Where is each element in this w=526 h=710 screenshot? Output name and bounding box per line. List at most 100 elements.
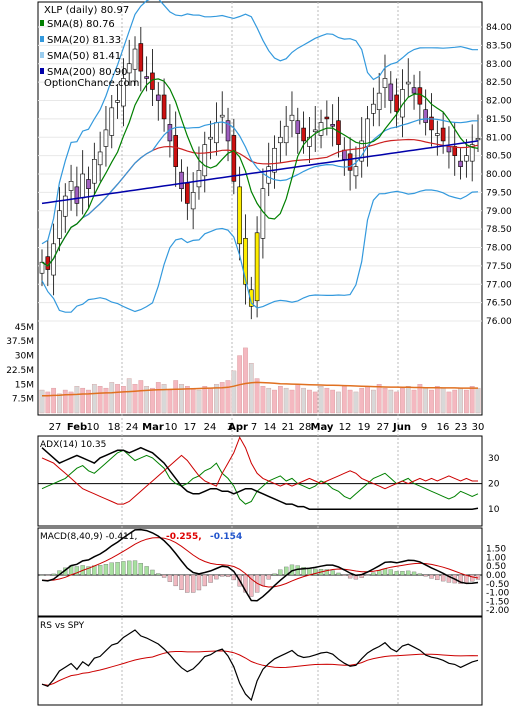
- price-ytick-label: 76.50: [486, 299, 512, 309]
- price-xtick-label: 17: [184, 422, 197, 433]
- price-xtick-label: 21: [282, 422, 295, 433]
- volume-bar: [214, 384, 219, 414]
- macd-ytick-label: -0.50: [486, 580, 510, 590]
- sma20-line: [41, 118, 479, 267]
- candle-body: [353, 166, 359, 177]
- candle-body: [347, 153, 353, 171]
- candle-body: [45, 256, 51, 270]
- macd-histogram-bar: [103, 564, 109, 576]
- volume-bar: [446, 391, 452, 414]
- volume-bar: [469, 386, 475, 414]
- volume-bar: [161, 384, 167, 414]
- candle-body: [225, 120, 231, 142]
- candle-body: [464, 155, 469, 162]
- macd-histogram-bar: [266, 574, 271, 580]
- volume-bar: [371, 389, 376, 414]
- price-xtick-label: 18: [108, 422, 121, 433]
- candle-body: [109, 107, 115, 136]
- rs-title: RS vs SPY: [40, 621, 85, 631]
- candle-body: [196, 170, 202, 188]
- sma200-line: [41, 140, 479, 205]
- candle-body: [39, 261, 45, 274]
- volume-bar: [330, 389, 336, 414]
- volume-bar: [62, 389, 68, 414]
- volume-bar: [400, 387, 405, 414]
- volume-bar: [115, 384, 120, 414]
- candle-body: [144, 76, 149, 79]
- volume-bar: [353, 391, 359, 414]
- candle-body: [266, 166, 272, 184]
- macd-histogram-bar: [196, 574, 202, 591]
- legend-swatch-sma20: [40, 36, 44, 42]
- volume-bar: [57, 393, 62, 414]
- volume-bar: [376, 384, 382, 414]
- macd-histogram-bar: [74, 566, 80, 576]
- candle-body: [359, 140, 365, 162]
- price-xtick-label: 27: [49, 422, 62, 433]
- macd-histogram-bar: [92, 565, 97, 576]
- volume-bar: [324, 387, 330, 414]
- volume-bar: [347, 389, 353, 414]
- macd-histogram-bar: [243, 574, 248, 593]
- macd-histogram-bar: [190, 574, 196, 593]
- macd-histogram-bar: [446, 574, 452, 583]
- candle-body: [371, 103, 376, 114]
- candle-body: [92, 159, 97, 184]
- macd-title: MACD(8,40,9) -0.411,: [40, 532, 137, 542]
- legend-sma200: SMA(200) 80.90: [47, 67, 128, 78]
- volume-bar: [301, 387, 306, 414]
- volume-bar: [219, 382, 225, 414]
- volume-bar: [74, 386, 80, 414]
- candle-body: [214, 122, 219, 144]
- macd-histogram-bar: [347, 574, 353, 579]
- price-ytick-label: 81.00: [486, 133, 512, 143]
- price-ytick-label: 79.50: [486, 188, 512, 198]
- candle-body: [138, 43, 144, 72]
- macd-histogram-bar: [278, 569, 283, 576]
- macd-ytick-label: 0.50: [486, 562, 506, 572]
- price-ytick-label: 77.50: [486, 262, 512, 272]
- volume-bar: [173, 380, 179, 414]
- volume-bar: [103, 387, 109, 414]
- macd-histogram-bar: [365, 574, 370, 576]
- sma8-line: [41, 78, 479, 267]
- candle-body: [295, 120, 301, 134]
- volume-bar: [138, 380, 144, 414]
- macd-histogram-bar: [121, 561, 126, 576]
- candle-body: [341, 149, 347, 160]
- candle-body: [458, 160, 463, 167]
- volume-ytick-label: 45M: [15, 323, 34, 333]
- volume-bar: [458, 387, 463, 414]
- macd-histogram-bar: [435, 574, 440, 581]
- candle-body: [202, 144, 208, 177]
- candle-body: [185, 182, 190, 204]
- volume-bar: [167, 389, 173, 414]
- candle-body: [283, 125, 289, 144]
- candle-body: [417, 87, 423, 105]
- price-xtick-label: May: [311, 422, 334, 433]
- volume-ytick-label: 37.5M: [6, 337, 34, 347]
- volume-bar: [91, 384, 97, 414]
- macd-line: [41, 528, 479, 602]
- volume-bar: [243, 347, 248, 414]
- volume-bar: [382, 387, 388, 414]
- volume-bar: [51, 387, 56, 414]
- price-ytick-label: 81.50: [486, 115, 512, 125]
- candle-body: [208, 136, 213, 140]
- volume-bar: [440, 387, 446, 414]
- adx-title: ADX(14) 10.35: [40, 440, 106, 450]
- candle-body: [80, 173, 85, 199]
- macd-histogram-bar: [39, 574, 45, 576]
- price-ytick-label: 79.00: [486, 207, 512, 217]
- macd-histogram-bar: [377, 570, 382, 576]
- candle-body: [382, 78, 388, 88]
- volume-bar: [231, 370, 237, 414]
- volume-bar: [475, 387, 481, 414]
- macd-histogram-bar: [458, 574, 463, 584]
- legend-swatch-sma50: [40, 52, 44, 58]
- macd-histogram-bar: [132, 560, 138, 576]
- macd-histogram-bar: [220, 574, 225, 577]
- macd-ytick-label: -1.00: [486, 589, 510, 599]
- price-ytick-label: 84.00: [486, 23, 512, 33]
